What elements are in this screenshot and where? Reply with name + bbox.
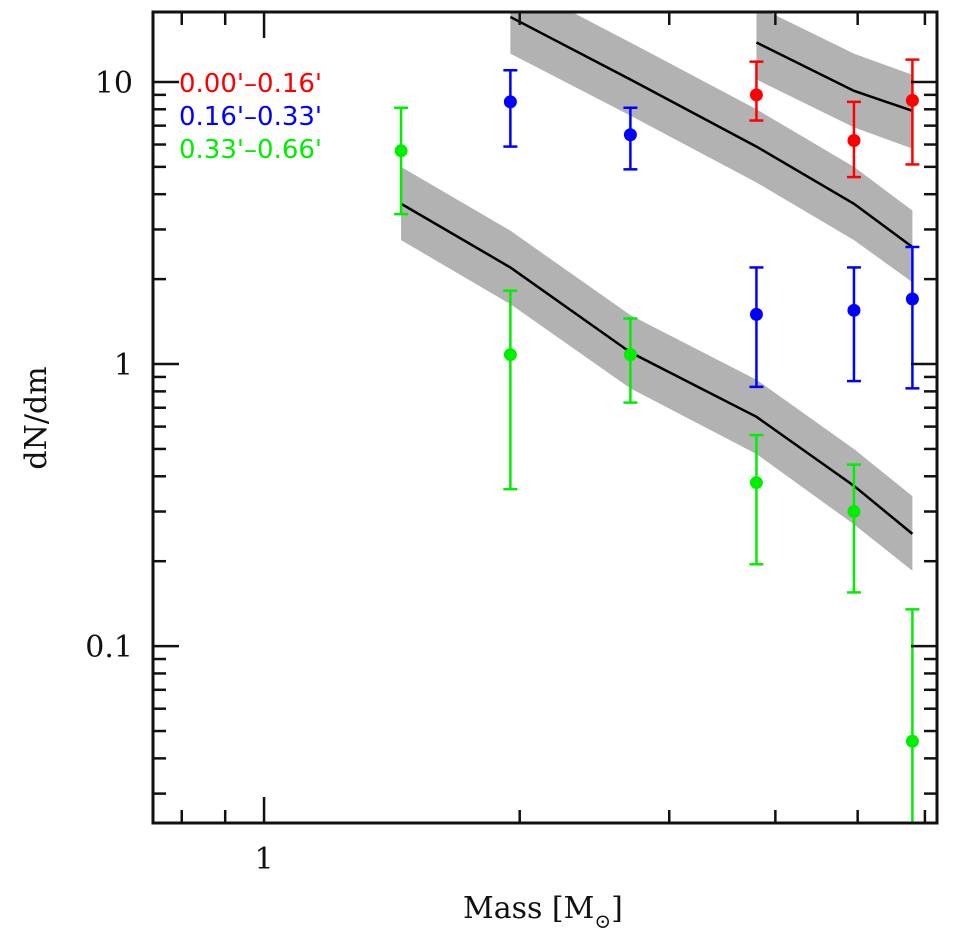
model-line-series-1 bbox=[509, 15, 914, 248]
data-point bbox=[749, 88, 763, 102]
y-tick-labels: 10 1 0.1 bbox=[85, 66, 133, 665]
y-axis-label: dN/dm bbox=[19, 366, 54, 469]
data-point bbox=[847, 505, 861, 519]
data-points bbox=[394, 88, 919, 748]
model-line-series-0 bbox=[755, 41, 913, 113]
error-bars bbox=[394, 58, 920, 823]
data-point bbox=[905, 734, 919, 748]
model-band-series-1 bbox=[510, 12, 913, 283]
model-band-series-2 bbox=[401, 166, 913, 571]
data-point bbox=[623, 128, 637, 142]
data-point bbox=[905, 93, 919, 107]
data-point bbox=[847, 303, 861, 317]
data-point bbox=[847, 134, 861, 148]
data-point bbox=[749, 307, 763, 321]
data-point bbox=[503, 95, 517, 109]
x-axis-label: Mass [M⊙] bbox=[463, 891, 623, 933]
data-point bbox=[623, 348, 637, 362]
x-tick-label: 1 bbox=[255, 842, 274, 877]
legend: 0.00'–0.16'0.16'–0.33'0.33'–0.66' bbox=[179, 69, 322, 165]
data-point bbox=[394, 144, 408, 158]
data-point bbox=[749, 476, 763, 490]
x-tick-labels: 1 bbox=[255, 842, 274, 877]
legend-entry: 0.33'–0.66' bbox=[179, 135, 322, 165]
x-axis-label-subscript: ⊙ bbox=[594, 909, 611, 933]
y-tick-label: 10 bbox=[95, 66, 133, 101]
y-tick-label: 0.1 bbox=[85, 630, 133, 665]
legend-entry: 0.00'–0.16' bbox=[179, 69, 322, 99]
data-point bbox=[905, 292, 919, 306]
model-lines bbox=[400, 15, 914, 535]
axis-ticks bbox=[153, 12, 937, 823]
x-axis-label-main: Mass [M bbox=[463, 891, 594, 926]
plot-frame bbox=[151, 10, 939, 825]
x-axis-label-close: ] bbox=[611, 891, 623, 926]
model-line-series-2 bbox=[400, 202, 914, 535]
legend-entry: 0.16'–0.33' bbox=[179, 102, 322, 132]
y-tick-label: 1 bbox=[114, 348, 133, 383]
data-point bbox=[503, 348, 517, 362]
model-bands bbox=[401, 12, 913, 571]
